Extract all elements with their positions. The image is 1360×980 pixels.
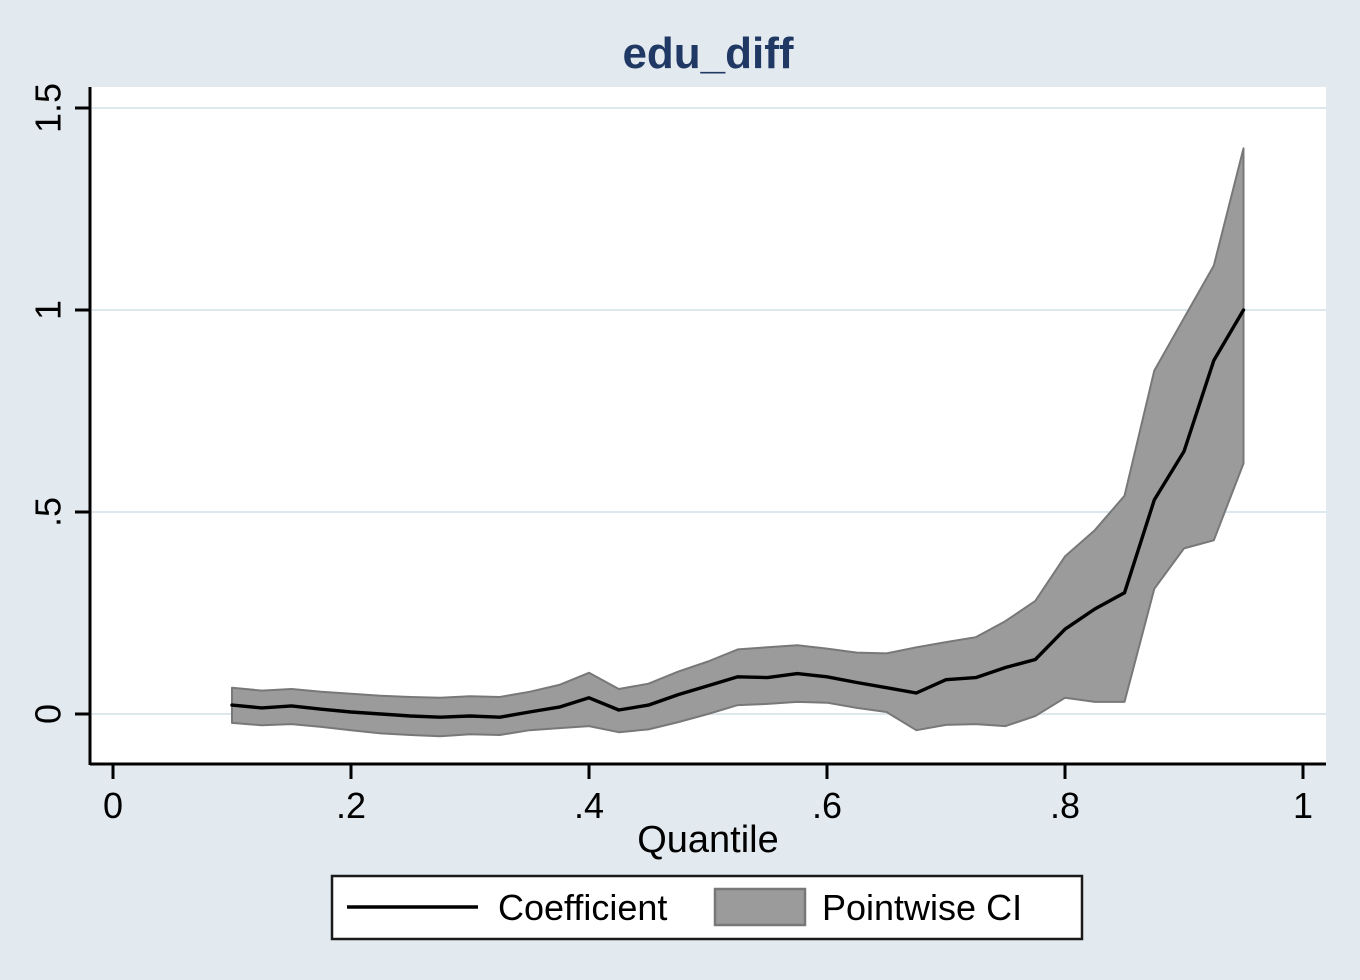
legend: Coefficient Pointwise CI bbox=[330, 874, 1084, 941]
coefficient-line bbox=[230, 308, 1246, 719]
x-axis-ticks: 0 .2 .4 .6 .8 1 bbox=[103, 764, 1313, 826]
legend-label-coefficient: Coefficient bbox=[498, 887, 667, 928]
y-tick-label: 1 bbox=[28, 300, 69, 320]
legend-label-ci: Pointwise CI bbox=[822, 887, 1022, 928]
y-tick-label: .5 bbox=[28, 497, 69, 527]
pointwise-ci-band bbox=[231, 147, 1245, 738]
x-axis-title: Quantile bbox=[637, 819, 779, 861]
x-tick-label: .8 bbox=[1050, 785, 1080, 826]
x-tick-label: 1 bbox=[1293, 785, 1313, 826]
y-tick-label: 0 bbox=[28, 704, 69, 724]
chart-title: edu_diff bbox=[622, 29, 793, 78]
y-tick-label: 1.5 bbox=[28, 83, 69, 133]
legend-band-sample bbox=[713, 887, 807, 927]
y-axis-ticks: 0 .5 1 1.5 bbox=[28, 83, 90, 724]
x-tick-label: .6 bbox=[812, 785, 842, 826]
x-tick-label: .2 bbox=[336, 785, 366, 826]
x-tick-label: .4 bbox=[574, 785, 604, 826]
x-tick-label: 0 bbox=[103, 785, 123, 826]
